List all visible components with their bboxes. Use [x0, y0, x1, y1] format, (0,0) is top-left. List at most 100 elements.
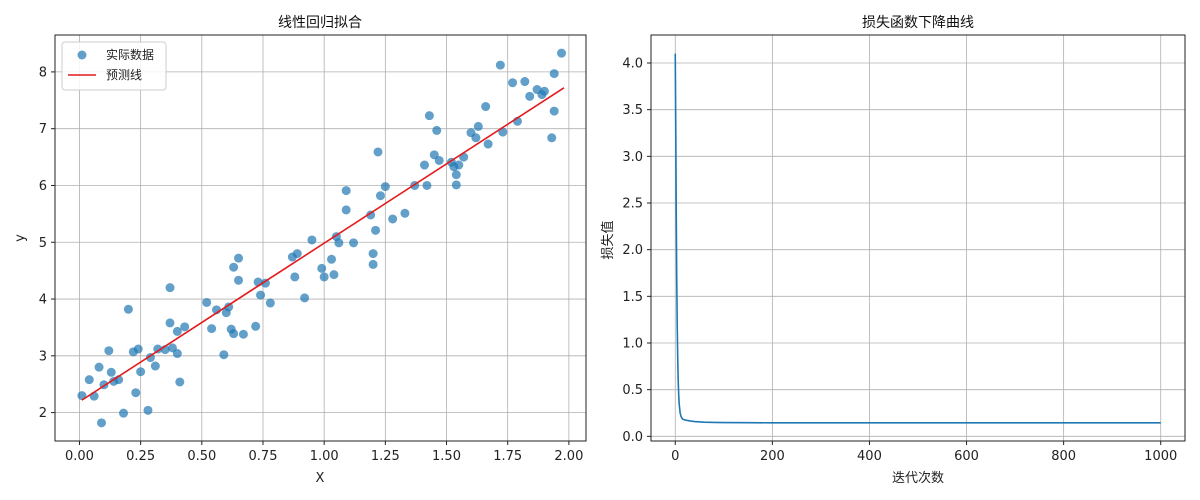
scatter-point	[229, 262, 239, 272]
scatter-point	[202, 297, 212, 307]
regression-legend: 实际数据 预测线	[61, 41, 167, 91]
scatter-point	[133, 344, 143, 354]
scatter-point	[150, 361, 160, 371]
loss-x-tick-label: 1000	[1144, 449, 1177, 464]
scatter-point	[454, 160, 464, 170]
loss-chart-title: 损失函数下降曲线	[862, 15, 974, 31]
scatter-point	[483, 139, 493, 149]
scatter-point	[265, 298, 275, 308]
scatter-point	[106, 367, 116, 377]
scatter-point	[539, 86, 549, 96]
legend-label-predicted: 预测线	[106, 68, 142, 82]
regression-plot-frame	[54, 34, 587, 442]
loss-y-axis-label: 损失值	[600, 220, 616, 259]
regression-x-tick-label: 0.50	[187, 449, 216, 464]
scatter-point	[481, 102, 491, 112]
loss-marks	[674, 53, 1161, 424]
loss-y-tick-label: 0.0	[622, 430, 643, 445]
loss-plot-frame	[650, 34, 1186, 442]
scatter-point	[307, 235, 317, 245]
regression-x-tick-label: 0.25	[126, 449, 155, 464]
legend-box	[61, 41, 167, 91]
loss-y-tick-label: 1.5	[622, 290, 643, 305]
regression-y-tick-label: 7	[39, 122, 47, 137]
loss-ticks: 0 200 400 600 800 1000 0.0 0.5 1.0 1.5 2.0 2.5 3.0 3.…	[622, 57, 1177, 465]
scatter-point	[329, 270, 339, 280]
scatter-point	[473, 121, 483, 131]
scatter-point	[341, 186, 351, 196]
scatter-point	[96, 418, 106, 428]
loss-y-tick-label: 3.5	[622, 103, 643, 118]
loss-x-tick-label: 600	[954, 449, 979, 464]
scatter-point	[349, 238, 359, 248]
scatter-point	[434, 155, 444, 165]
loss-y-tick-label: 2.0	[622, 243, 643, 258]
scatter-point	[520, 77, 530, 87]
loss-y-tick-label: 0.5	[622, 383, 643, 398]
loss-y-tick-label: 1.0	[622, 337, 643, 352]
scatter-point	[380, 182, 390, 192]
scatter-point	[219, 350, 229, 360]
scatter-point	[119, 408, 129, 418]
scatter-point	[334, 238, 344, 248]
scatter-point	[238, 329, 248, 339]
scatter-point	[471, 133, 481, 143]
scatter-point	[549, 69, 559, 79]
regression-y-tick-label: 3	[39, 349, 47, 364]
scatter-point	[547, 133, 557, 143]
scatter-point	[341, 205, 351, 215]
loss-x-tick-label: 400	[857, 449, 882, 464]
loss-x-tick-label: 0	[671, 449, 679, 464]
scatter-point	[229, 329, 239, 339]
regression-y-tick-label: 4	[39, 293, 47, 308]
scatter-point	[422, 180, 432, 190]
scatter-point	[131, 388, 141, 398]
loss-x-tick-label: 800	[1051, 449, 1076, 464]
legend-scatter-marker	[77, 50, 87, 60]
regression-x-tick-label: 1.25	[371, 449, 400, 464]
scatter-point	[145, 353, 155, 363]
loss-x-axis-label: 迭代次数	[892, 470, 944, 486]
scatter-point	[366, 210, 376, 220]
scatter-point	[256, 290, 266, 300]
scatter-point	[165, 283, 175, 293]
regression-y-tick-label: 5	[39, 236, 47, 251]
scatter-point	[419, 160, 429, 170]
regression-y-tick-label: 6	[39, 179, 47, 194]
regression-ticks: 0.00 0.25 0.50 0.75 1.00 1.25 1.50 1.75 2.00 2 3 4 5…	[39, 65, 584, 464]
scatter-point	[104, 346, 114, 356]
scatter-point	[319, 272, 329, 282]
scatter-point	[143, 405, 153, 415]
scatter-point	[525, 91, 535, 101]
loss-y-tick-label: 2.5	[622, 197, 643, 212]
scatter-point	[260, 278, 270, 288]
loss-grid	[651, 35, 1185, 441]
scatter-point	[251, 321, 261, 331]
regression-x-tick-label: 0.75	[249, 449, 278, 464]
scatter-point	[165, 318, 175, 328]
regression-chart-title: 线性回归拟合	[278, 14, 362, 31]
regression-x-tick-label: 1.00	[310, 449, 339, 464]
regression-x-axis-label: X	[316, 471, 325, 486]
scatter-point	[375, 191, 385, 201]
scatter-point	[451, 170, 461, 180]
scatter-point	[368, 249, 378, 259]
loss-curve	[674, 53, 1161, 424]
regression-x-tick-label: 0.00	[65, 449, 94, 464]
scatter-point	[172, 326, 182, 336]
regression-y-tick-label: 2	[39, 406, 47, 421]
scatter-point	[292, 249, 302, 259]
scatter-point	[180, 322, 190, 332]
scatter-point	[175, 377, 185, 387]
scatter-point	[400, 208, 410, 218]
scatter-point	[290, 272, 300, 282]
regression-y-tick-label: 8	[39, 65, 47, 80]
regression-y-axis-label: y	[13, 234, 28, 242]
scatter-point	[508, 78, 518, 88]
scatter-point	[327, 254, 337, 264]
scatter-point	[234, 253, 244, 263]
loss-y-tick-label: 4.0	[622, 57, 643, 72]
scatter-point	[172, 349, 182, 359]
scatter-point	[317, 263, 327, 273]
